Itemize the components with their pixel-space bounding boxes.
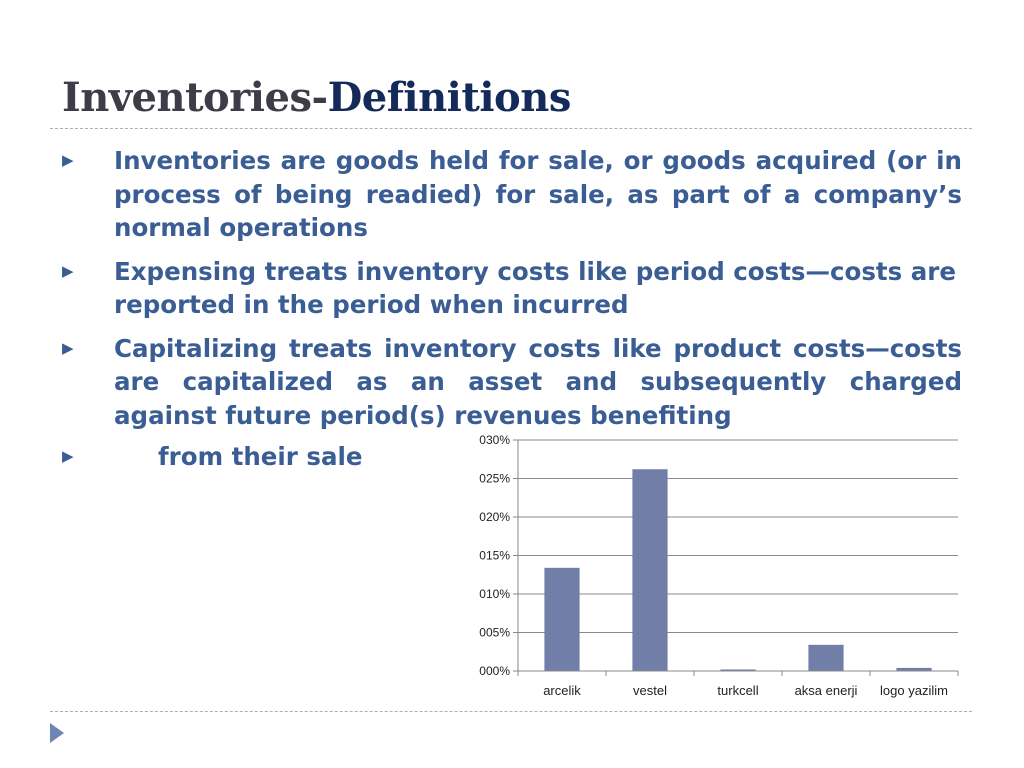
bullet-list: ▶ Inventories are goods held for sale, o… bbox=[62, 144, 962, 474]
bullet-marker-icon: ▶ bbox=[62, 261, 74, 280]
slide-title: Inventories-Definitions bbox=[62, 74, 571, 121]
bullet-marker-icon: ▶ bbox=[62, 338, 74, 357]
bullet-item-inventories: ▶ Inventories are goods held for sale, o… bbox=[62, 144, 962, 245]
y-tick-label: 015% bbox=[479, 549, 510, 563]
x-tick-label: vestel bbox=[633, 683, 667, 698]
y-tick-label: 005% bbox=[479, 626, 510, 640]
y-tick-label: 030% bbox=[479, 433, 510, 447]
bar bbox=[632, 469, 668, 671]
title-divider bbox=[50, 128, 972, 129]
bar bbox=[720, 669, 756, 671]
footer-divider bbox=[50, 711, 972, 712]
y-tick-label: 010% bbox=[479, 587, 510, 601]
title-part-inventories: Inventories- bbox=[62, 74, 328, 121]
x-tick-label: aksa enerji bbox=[795, 683, 858, 698]
x-tick-label: turkcell bbox=[717, 683, 758, 698]
bar bbox=[808, 644, 844, 671]
y-tick-label: 020% bbox=[479, 510, 510, 524]
bullet-text: Expensing treats inventory costs like pe… bbox=[114, 256, 956, 320]
y-tick-label: 025% bbox=[479, 472, 510, 486]
bullet-marker-icon: ▶ bbox=[62, 447, 74, 465]
bullet-item-from-their-sale: ▶ from their sale bbox=[62, 440, 962, 474]
bullet-text: Inventories are goods held for sale, or … bbox=[114, 146, 962, 242]
bar-chart-svg: 000% 005% 010% 015% 020% 025% 030% arcelik veste… bbox=[479, 433, 959, 698]
bar bbox=[544, 567, 580, 671]
x-tick-label: arcelik bbox=[543, 683, 581, 698]
bullet-item-capitalizing: ▶ Capitalizing treats inventory costs li… bbox=[62, 332, 962, 433]
title-part-definitions: Definitions bbox=[327, 74, 572, 121]
bullet-text: Capitalizing treats inventory costs like… bbox=[114, 333, 962, 430]
triangle-right-icon bbox=[50, 723, 64, 743]
bullet-marker-icon: ▶ bbox=[62, 151, 74, 169]
bullet-text: from their sale bbox=[158, 442, 363, 471]
bullet-item-expensing: ▶ Expensing treats inventory costs like … bbox=[62, 255, 962, 322]
y-tick-label: 000% bbox=[479, 664, 510, 678]
bar-chart: 000% 005% 010% 015% 020% 025% 030% arcelik veste… bbox=[440, 428, 970, 703]
x-tick-label: logo yazilim bbox=[880, 683, 948, 698]
bar bbox=[896, 667, 932, 671]
